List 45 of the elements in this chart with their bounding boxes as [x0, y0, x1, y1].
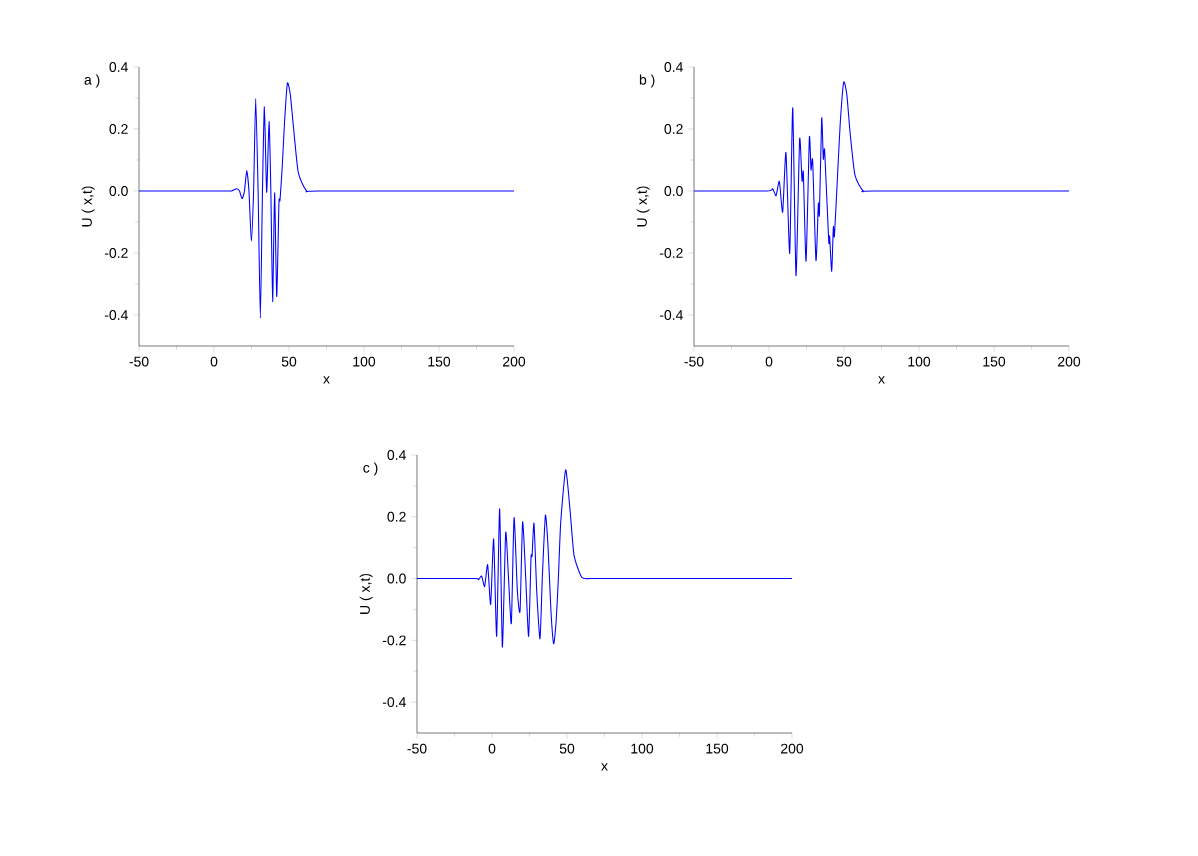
x-tick-label: -50	[684, 356, 704, 367]
x-axis-title: x	[878, 376, 885, 384]
x-tick-label: 200	[1058, 356, 1081, 367]
x-tick-label: 150	[428, 356, 451, 367]
text: c )	[363, 462, 378, 476]
x-tick-label: 100	[353, 356, 376, 367]
y-tick-label: 0.2	[387, 511, 406, 522]
x-axis-title: x	[323, 376, 330, 384]
x-tick-label: -50	[129, 356, 149, 367]
x-tick-label: 0	[765, 356, 773, 367]
text: a )	[84, 74, 100, 88]
x-tick-label: 50	[281, 356, 297, 367]
x-tick-label: 0	[210, 356, 218, 367]
y-tick-label: 0.0	[387, 573, 406, 584]
line-series	[693, 81, 1070, 277]
x-tick-label: 100	[908, 356, 931, 367]
line-series	[416, 469, 793, 648]
text: b )	[639, 74, 655, 88]
y-tick-label: 0.2	[664, 124, 683, 134]
x-tick-label: -50	[407, 743, 427, 754]
y-tick-label: -0.4	[104, 310, 128, 320]
x-tick-label: 200	[503, 356, 526, 367]
x-tick-label: 50	[559, 743, 575, 754]
x-tick-label: 0	[488, 743, 496, 754]
y-tick-label: -0.2	[104, 248, 128, 258]
y-tick-label: 0.0	[664, 186, 683, 196]
y-tick-label: 0.2	[109, 124, 128, 134]
y-axis-title: U ( x,t)	[81, 186, 95, 227]
y-tick-label: -0.2	[382, 635, 406, 646]
y-tick-label: 0.4	[664, 62, 683, 72]
y-axis-title: U ( x,t)	[359, 573, 373, 614]
y-axis-title: U ( x,t)	[636, 186, 650, 227]
x-tick-label: 150	[983, 356, 1006, 367]
line-series	[138, 82, 515, 319]
y-tick-label: 0.0	[109, 186, 128, 196]
y-tick-label: 0.4	[387, 450, 406, 460]
x-axis-title: x	[601, 763, 608, 771]
y-tick-label: -0.4	[382, 697, 406, 708]
y-tick-label: -0.2	[659, 248, 683, 258]
y-tick-label: 0.4	[109, 62, 128, 72]
x-tick-label: 50	[836, 356, 852, 367]
x-tick-label: 100	[631, 743, 654, 754]
x-tick-label: 200	[781, 743, 804, 754]
x-tick-label: 150	[706, 743, 729, 754]
y-tick-label: -0.4	[659, 310, 683, 320]
